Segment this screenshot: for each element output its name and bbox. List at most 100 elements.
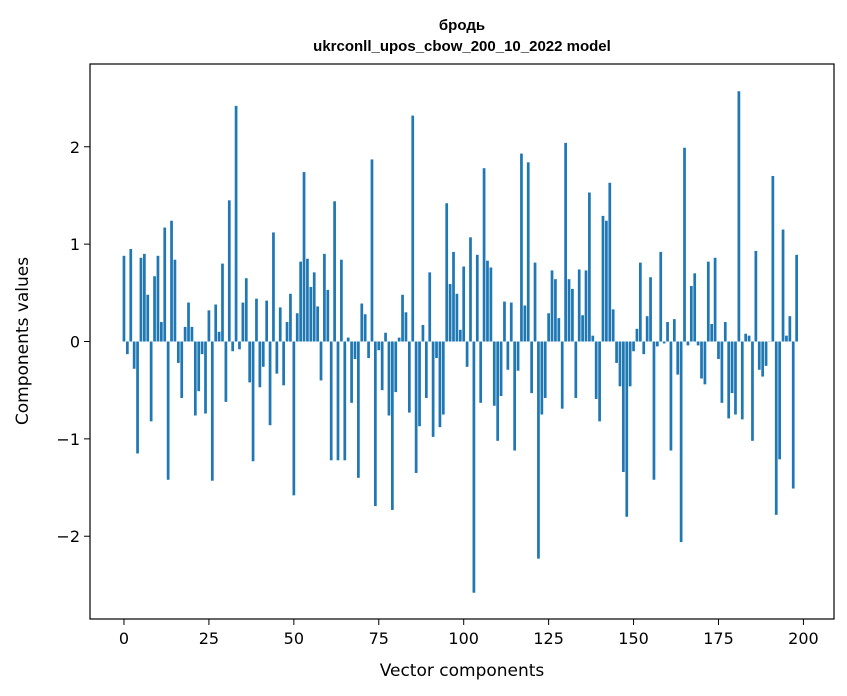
bar-63 <box>336 341 340 461</box>
bar-145 <box>615 341 618 363</box>
bar-183 <box>744 333 748 342</box>
bar-178 <box>727 341 731 419</box>
x-tick-label: 150 <box>618 629 649 648</box>
bar-112 <box>503 301 506 342</box>
x-tick-label: 50 <box>284 629 304 648</box>
bar-188 <box>761 341 765 377</box>
y-axis-label: Components values <box>13 257 33 425</box>
bar-107 <box>486 260 489 342</box>
x-tick-label: 100 <box>448 629 479 648</box>
bar-140 <box>598 341 601 422</box>
bar-169 <box>696 341 700 346</box>
bar-151 <box>635 328 639 342</box>
bar-149 <box>628 341 632 387</box>
bar-100 <box>462 266 466 342</box>
bar-122 <box>537 341 540 559</box>
bar-41 <box>261 341 265 367</box>
bar-67 <box>350 341 353 403</box>
bar-160 <box>666 322 669 342</box>
bar-88 <box>421 324 425 342</box>
bars-group <box>122 91 798 593</box>
bar-165 <box>683 147 686 342</box>
bar-154 <box>645 316 649 342</box>
bar-7 <box>146 294 150 342</box>
bar-113 <box>506 341 510 370</box>
bar-155 <box>649 277 652 342</box>
bar-141 <box>601 215 605 342</box>
bar-40 <box>258 341 262 388</box>
x-tick-label: 25 <box>199 629 219 648</box>
bar-162 <box>672 319 676 342</box>
bar-83 <box>404 312 408 342</box>
bar-64 <box>340 259 343 342</box>
bar-92 <box>435 341 438 359</box>
bar-179 <box>730 341 734 394</box>
bar-142 <box>605 220 608 342</box>
bar-81 <box>397 337 401 342</box>
bar-77 <box>384 332 387 342</box>
bar-79 <box>391 341 394 510</box>
bar-102 <box>469 237 472 342</box>
bar-60 <box>326 289 330 342</box>
bar-96 <box>448 284 452 342</box>
bar-23 <box>200 341 204 355</box>
bar-34 <box>238 341 241 350</box>
bar-132 <box>571 288 574 342</box>
bar-69 <box>357 341 360 478</box>
bar-11 <box>159 322 163 342</box>
x-tick-label: 125 <box>533 629 564 648</box>
bar-36 <box>244 278 248 342</box>
bar-29 <box>221 263 224 342</box>
bar-94 <box>441 341 445 415</box>
bar-80 <box>394 341 398 393</box>
bar-57 <box>316 306 319 342</box>
bar-89 <box>424 341 428 398</box>
bar-33 <box>234 105 238 342</box>
bar-173 <box>710 323 714 342</box>
bar-75 <box>377 341 381 351</box>
bar-61 <box>329 341 333 461</box>
bar-72 <box>367 341 370 359</box>
bar-56 <box>312 272 316 342</box>
bar-105 <box>479 341 483 403</box>
bar-44 <box>272 232 275 342</box>
bar-5 <box>139 257 143 342</box>
bar-70 <box>360 303 364 342</box>
bar-52 <box>299 261 302 342</box>
bar-126 <box>550 270 554 342</box>
bar-193 <box>778 341 781 460</box>
bar-54 <box>306 258 309 342</box>
bar-187 <box>757 341 761 370</box>
bar-22 <box>197 341 201 392</box>
bar-84 <box>407 341 411 413</box>
bar-38 <box>251 341 255 462</box>
bar-185 <box>751 341 754 441</box>
bar-0 <box>122 255 126 342</box>
bar-174 <box>713 257 717 342</box>
bar-42 <box>265 300 269 342</box>
bar-152 <box>639 262 642 342</box>
bar-30 <box>224 341 228 402</box>
bar-121 <box>533 262 537 342</box>
bar-55 <box>309 286 313 342</box>
bar-43 <box>268 341 272 426</box>
bar-90 <box>428 272 432 342</box>
bar-73 <box>370 159 374 342</box>
bar-103 <box>472 341 476 593</box>
bar-138 <box>591 335 595 342</box>
bar-114 <box>509 302 513 342</box>
bar-65 <box>343 341 347 461</box>
bar-120 <box>530 341 533 394</box>
bar-85 <box>411 115 415 342</box>
bar-117 <box>520 153 523 342</box>
y-axis-ticks: −2 −1 0 1 2 <box>56 138 90 546</box>
bar-111 <box>499 341 503 397</box>
bar-133 <box>574 341 578 398</box>
bar-130 <box>564 142 567 342</box>
bar-74 <box>374 341 377 507</box>
bar-49 <box>289 293 292 342</box>
bar-197 <box>791 341 795 489</box>
bar-21 <box>193 341 197 416</box>
bar-62 <box>333 201 336 342</box>
